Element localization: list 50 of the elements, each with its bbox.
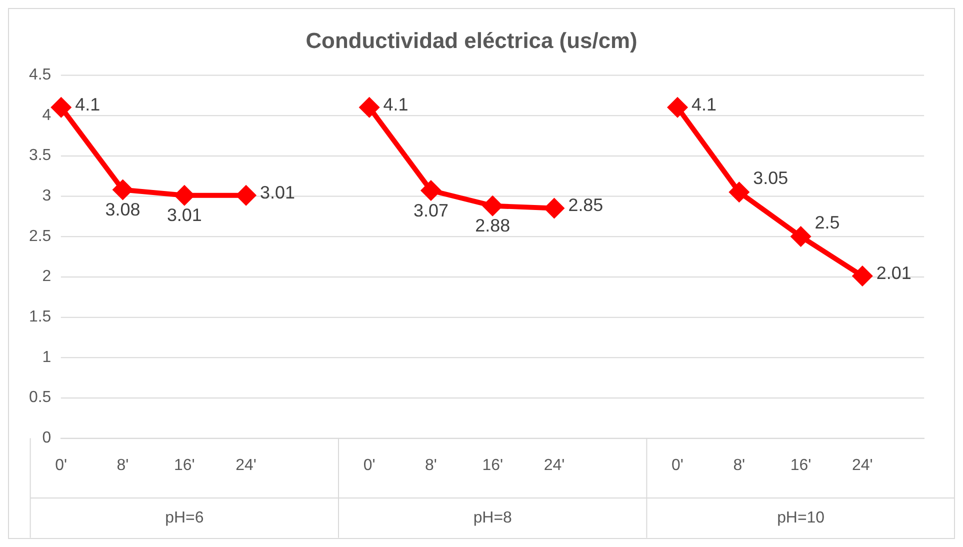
- x-tick-label: 16': [174, 457, 195, 474]
- y-tick-label: 1.5: [28, 308, 52, 326]
- y-tick-label: 3.5: [28, 147, 52, 164]
- data-label: 4.1: [691, 94, 716, 114]
- y-tick-label: 0.5: [28, 389, 52, 406]
- y-tick-label: 0: [42, 430, 52, 447]
- point: [236, 186, 256, 205]
- point: [852, 266, 872, 286]
- point: [791, 227, 810, 246]
- data-label: 3.07: [413, 200, 448, 220]
- point: [483, 196, 502, 216]
- point: [668, 98, 687, 117]
- point: [544, 198, 564, 218]
- point: [421, 181, 440, 200]
- x-tick-label: 24': [852, 457, 873, 474]
- x-tick-label: 24': [236, 457, 256, 474]
- y-tick-label: 1: [42, 348, 52, 366]
- data-label: 2.85: [568, 195, 604, 216]
- y-tick-label: 4.5: [28, 66, 52, 84]
- point: [360, 98, 379, 117]
- x-tick-label: 0': [672, 457, 684, 474]
- data-label: 2.88: [475, 216, 510, 236]
- data-label: 4.1: [383, 94, 408, 114]
- text: pH=8: [473, 509, 512, 526]
- x-tick-label: 8': [424, 457, 437, 474]
- data-label: 3.08: [105, 200, 140, 220]
- data-label: 2.01: [876, 262, 912, 283]
- x-tick-label: 24': [544, 457, 565, 474]
- x-tick-label: 16': [790, 457, 812, 474]
- chart-title: Conductividad eléctrica (us/cm): [306, 28, 638, 54]
- y-tick-label: 3: [42, 188, 52, 205]
- x-tick-label: 0': [55, 457, 68, 474]
- point: [113, 180, 132, 200]
- point: [174, 186, 194, 205]
- y-tick-label: 2: [42, 268, 52, 286]
- data-label: 3.01: [166, 205, 202, 226]
- data-label: 3.01: [260, 182, 295, 202]
- data-label: 4.1: [75, 94, 100, 114]
- y-tick-label: 2.5: [28, 228, 52, 245]
- point: [52, 98, 71, 117]
- x-tick-label: 8': [733, 457, 746, 474]
- x-tick-label: 0': [363, 457, 376, 474]
- point: [730, 182, 749, 202]
- x-tick-label: 8': [116, 457, 129, 474]
- y-tick-label: 4: [42, 106, 52, 124]
- text: pH=6: [165, 509, 204, 526]
- data-label: 3.05: [753, 168, 788, 188]
- data-label: 2.5: [814, 212, 840, 232]
- x-tick-label: 16': [482, 457, 503, 474]
- text: pH=10: [777, 509, 825, 526]
